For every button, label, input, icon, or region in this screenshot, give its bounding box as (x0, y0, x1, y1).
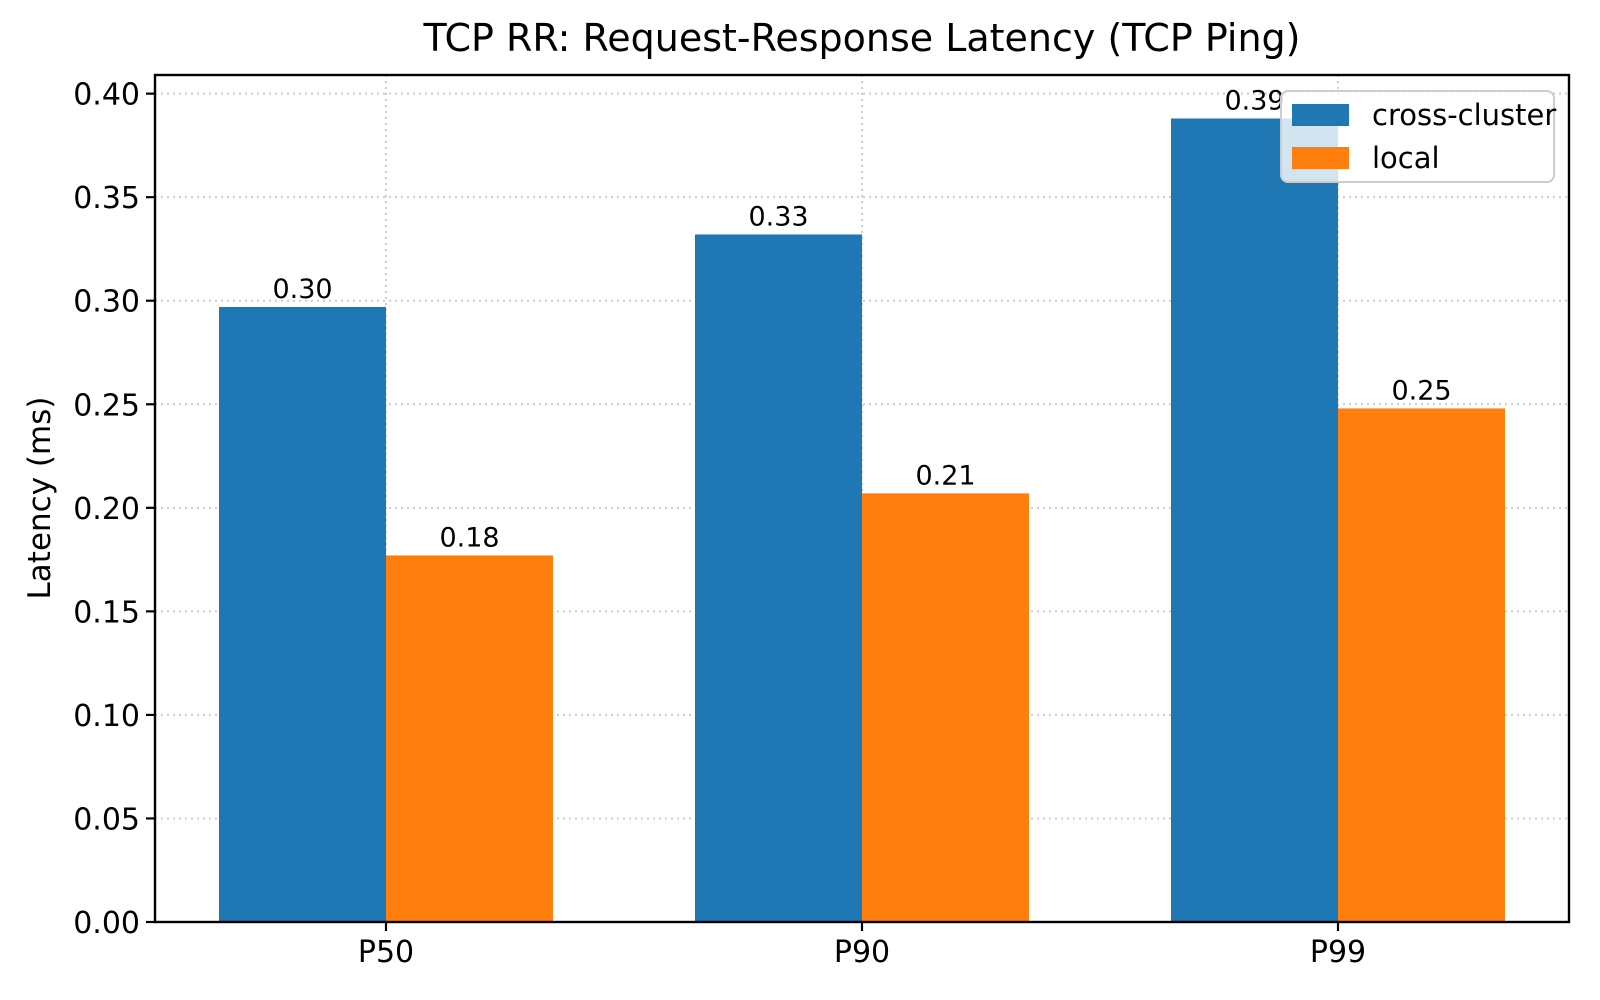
y-axis-label: Latency (ms) (22, 396, 58, 600)
bar-value-label-local-P99: 0.25 (1391, 375, 1451, 406)
legend: cross-cluster local (1280, 90, 1556, 183)
x-tick-label: P90 (834, 935, 890, 970)
y-tick-label: 0.05 (73, 802, 140, 837)
bar-cross-cluster-P50 (219, 306, 386, 923)
bar-cross-cluster-P99 (1171, 118, 1338, 922)
bar-value-label-cross-cluster-P50: 0.30 (272, 274, 332, 305)
y-tick-label: 0.00 (73, 906, 140, 941)
y-tick-label: 0.30 (73, 285, 140, 320)
legend-swatch-cross-cluster-icon (1292, 104, 1349, 126)
legend-label-cross-cluster: cross-cluster (1372, 98, 1557, 132)
bar-local-P90 (862, 493, 1029, 922)
bar-value-label-cross-cluster-P90: 0.33 (748, 201, 808, 232)
x-tick-label: P99 (1310, 935, 1366, 970)
legend-item-cross-cluster: cross-cluster (1292, 98, 1556, 132)
y-tick-label: 0.40 (73, 78, 140, 113)
bar-cross-cluster-P90 (695, 234, 862, 922)
y-tick-label: 0.20 (73, 492, 140, 527)
chart-title: TCP RR: Request-Response Latency (TCP Pi… (423, 16, 1301, 60)
y-tick-label: 0.15 (73, 595, 140, 630)
legend-item-local: local (1292, 141, 1543, 175)
y-tick-label: 0.25 (73, 388, 140, 423)
y-tick-label: 0.10 (73, 699, 140, 734)
legend-swatch-local-icon (1292, 147, 1349, 169)
bar-value-label-cross-cluster-P99: 0.39 (1224, 85, 1284, 116)
legend-label-local: local (1372, 141, 1440, 175)
x-tick-label: P50 (358, 935, 414, 970)
bar-local-P99 (1338, 408, 1505, 922)
bar-value-label-local-P50: 0.18 (439, 522, 499, 553)
bar-local-P50 (386, 555, 553, 922)
bar-value-label-local-P90: 0.21 (915, 460, 975, 491)
y-tick-label: 0.35 (73, 181, 140, 216)
